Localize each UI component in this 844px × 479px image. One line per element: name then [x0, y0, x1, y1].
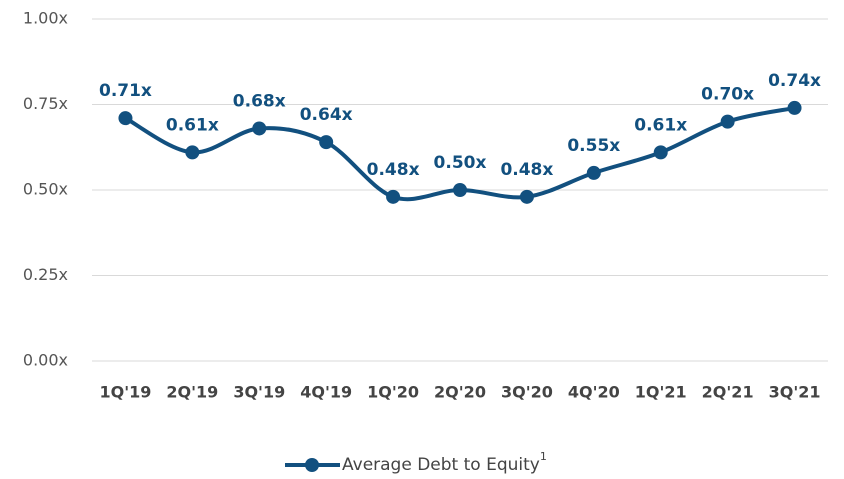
value-label: 0.64x	[300, 105, 353, 125]
value-label: 0.48x	[500, 160, 553, 180]
x-tick-label: 3Q'20	[501, 383, 553, 402]
value-label: 0.61x	[634, 115, 687, 135]
y-tick-label: 0.75x	[23, 94, 68, 113]
x-tick-label: 4Q'19	[300, 383, 352, 402]
x-tick-label: 4Q'20	[568, 383, 620, 402]
value-label: 0.50x	[434, 153, 487, 173]
legend-label: Average Debt to Equity1	[342, 450, 547, 475]
x-tick-label: 3Q'19	[233, 383, 285, 402]
point	[519, 189, 534, 204]
x-tick-label: 2Q'21	[702, 383, 754, 402]
value-label: 0.68x	[233, 91, 286, 111]
point	[252, 121, 267, 136]
point	[185, 145, 200, 160]
value-label: 0.61x	[166, 115, 219, 135]
value-label: 0.48x	[367, 160, 420, 180]
point	[319, 135, 334, 150]
legend-footnote: 1	[540, 450, 547, 463]
legend-name: Average Debt to Equity	[342, 455, 540, 475]
legend-marker	[305, 458, 319, 472]
value-label: 0.71x	[99, 81, 152, 101]
point	[787, 100, 802, 115]
x-tick-label: 1Q'20	[367, 383, 419, 402]
value-label: 0.55x	[567, 136, 620, 156]
y-tick-label: 0.50x	[23, 180, 68, 199]
x-tick-label: 1Q'19	[100, 383, 152, 402]
y-tick-label: 0.00x	[23, 351, 68, 370]
y-tick-label: 0.25x	[23, 265, 68, 284]
value-label: 0.70x	[701, 85, 754, 105]
y-tick-label: 1.00x	[23, 9, 68, 28]
point	[386, 189, 401, 204]
point	[453, 183, 467, 197]
x-tick-label: 1Q'21	[635, 383, 687, 402]
point	[586, 165, 601, 180]
x-tick-label: 2Q'20	[434, 383, 486, 402]
point	[118, 111, 133, 126]
value-label: 0.74x	[768, 71, 821, 91]
point	[653, 145, 668, 160]
x-tick-label: 3Q'21	[769, 383, 821, 402]
point	[720, 114, 735, 129]
x-tick-label: 2Q'19	[166, 383, 218, 402]
